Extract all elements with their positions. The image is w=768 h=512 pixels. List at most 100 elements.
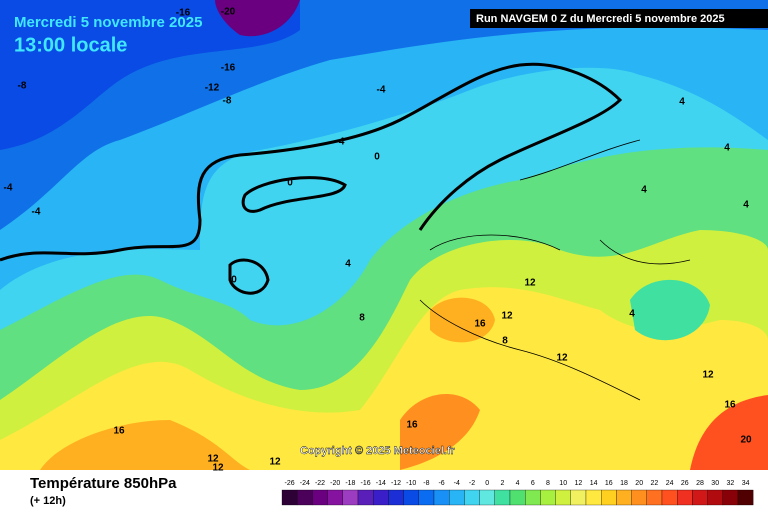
colorbar-swatch <box>661 489 678 506</box>
contour-label: 16 <box>474 319 486 330</box>
time: 13:00 locale <box>14 34 127 56</box>
run-info: Run NAVGEM 0 Z du Mercredi 5 novembre 20… <box>476 13 725 25</box>
colorbar-label: -2 <box>469 480 475 487</box>
colorbar-swatch <box>631 489 647 506</box>
contour-label: -4 <box>32 207 41 218</box>
contour-label: 12 <box>501 311 513 322</box>
colorbar-swatch <box>616 489 632 506</box>
contour-label: 4 <box>679 97 685 108</box>
colorbar-label: -16 <box>361 480 371 487</box>
colorbar-label: -14 <box>376 480 386 487</box>
colorbar-label: 20 <box>635 480 643 487</box>
run-box <box>470 9 768 28</box>
contour-label: -4 <box>377 85 386 96</box>
colorbar-label: -12 <box>391 480 401 487</box>
colorbar-swatch <box>403 489 419 506</box>
contour-label: -16 <box>221 63 236 74</box>
colorbar-swatch <box>281 489 298 506</box>
colorbar-label: 10 <box>559 480 567 487</box>
contour-label: -12 <box>205 83 220 94</box>
contour-label: 4 <box>724 143 730 154</box>
colorbar-label: 30 <box>711 480 719 487</box>
footer-title: Température 850hPa <box>30 475 177 492</box>
cool-spot <box>630 279 710 341</box>
colorbar-swatch <box>433 489 450 506</box>
cool-spot <box>230 260 268 294</box>
contour-label: 12 <box>556 353 568 364</box>
colorbar-swatch <box>722 489 739 506</box>
colorbar-label: 34 <box>742 480 750 487</box>
colorbar-swatch <box>601 489 617 506</box>
contour-label: 4 <box>345 259 351 270</box>
colorbar-swatch <box>555 489 571 506</box>
contour-label: 12 <box>269 457 281 468</box>
contour-label: 16 <box>724 400 736 411</box>
date: Mercredi 5 novembre 2025 <box>14 14 202 31</box>
contour-label: -4 <box>4 183 13 194</box>
colorbar-swatch <box>677 489 693 506</box>
contour-label: 0 <box>374 152 380 163</box>
colorbar-label: -10 <box>406 480 416 487</box>
colorbar-label: 28 <box>696 480 704 487</box>
contour-label: -16 <box>176 8 191 19</box>
colorbar-swatch <box>570 489 587 506</box>
colorbar-label: 12 <box>575 480 583 487</box>
colorbar-swatch <box>494 489 511 506</box>
colorbar: -26 -24 -22 -20 -18 -16 -14 -12 -10 -8 -6 -4 -2 0 2 4 6 8… <box>281 480 754 506</box>
contour-label: 16 <box>406 420 418 431</box>
colorbar-swatch <box>479 489 495 506</box>
colorbar-swatch <box>585 489 602 506</box>
colorbar-swatch <box>509 489 526 506</box>
hot-spot <box>40 420 250 470</box>
cold-field <box>0 0 300 150</box>
colorbar-label: 2 <box>500 480 504 487</box>
zero-isotherm <box>0 62 623 262</box>
contour-label: 8 <box>502 336 508 347</box>
colorbar-label: -4 <box>454 480 460 487</box>
colorbar-swatch <box>388 489 404 506</box>
colorbar-swatch <box>707 489 723 506</box>
colorbar-swatch <box>297 489 313 506</box>
contour-label: 16 <box>113 426 125 437</box>
colorbar-label: 18 <box>620 480 628 487</box>
contour-label: 8 <box>359 313 365 324</box>
colorbar-swatch <box>373 489 389 506</box>
hot-spot <box>690 395 768 470</box>
colorbar-label: 0 <box>485 480 489 487</box>
colorbar-swatch <box>646 489 663 506</box>
colorbar-swatch <box>342 489 359 506</box>
colorbar-label: -18 <box>345 480 355 487</box>
contour-label: 0 <box>287 178 293 189</box>
coastline <box>419 139 691 401</box>
copyright: Copyright © 2025 Meteociel.fr <box>300 445 456 457</box>
zero-isotherm <box>228 176 347 295</box>
contour-label: 12 <box>207 454 219 465</box>
colorbar-label: -26 <box>285 480 295 487</box>
contour-label: 4 <box>743 200 749 211</box>
contour-label: 0 <box>231 275 237 286</box>
very-cold-field <box>215 0 300 37</box>
contour-label: 12 <box>524 278 536 289</box>
colorbar-swatch <box>464 489 480 506</box>
colorbar-swatch <box>525 489 541 506</box>
warmer-field <box>0 287 768 470</box>
colorbar-label: -20 <box>330 480 340 487</box>
colorbar-swatch <box>312 489 328 506</box>
footer-subtitle: (+ 12h) <box>30 495 66 507</box>
cool-spot <box>243 177 345 212</box>
colorbar-label: -6 <box>438 480 444 487</box>
colorbar-swatch <box>357 489 374 506</box>
colorbar-label: 16 <box>605 480 613 487</box>
colorbar-label: 14 <box>590 480 598 487</box>
contour-label: -4 <box>336 137 345 148</box>
contour-label: -8 <box>223 96 232 107</box>
colorbar-label: -8 <box>423 480 429 487</box>
colorbar-label: 4 <box>516 480 520 487</box>
contour-label: -20 <box>221 7 236 18</box>
contour-label: 20 <box>740 435 752 446</box>
contour-label: 12 <box>212 463 224 474</box>
colorbar-label: 24 <box>666 480 674 487</box>
colorbar-swatch <box>327 489 343 506</box>
colorbar-label: 32 <box>727 480 735 487</box>
